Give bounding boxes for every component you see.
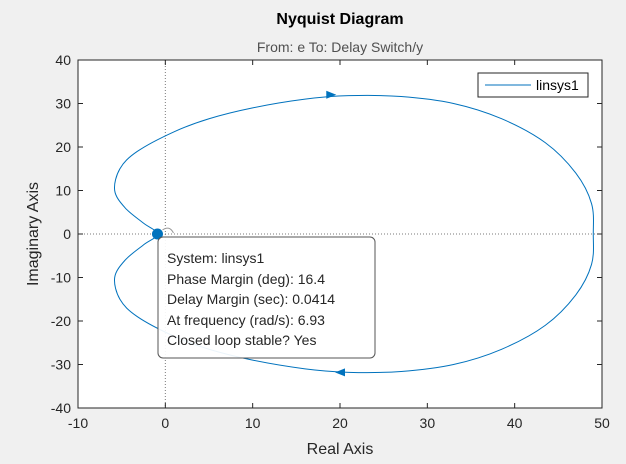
datatip-line-stability: Closed loop stable? Yes: [167, 332, 316, 348]
datatip[interactable]: System: linsys1 Phase Margin (deg): 16.4…: [157, 236, 376, 359]
datatip-line-frequency: At frequency (rad/s): 6.93: [167, 312, 325, 328]
x-tick-label: 40: [507, 415, 523, 431]
x-tick-label: 30: [420, 415, 436, 431]
datatip-line-delay-margin: Delay Margin (sec): 0.0414: [167, 291, 335, 307]
y-tick-label: 10: [55, 183, 71, 199]
y-tick-label: -20: [51, 313, 71, 329]
plot-frame: [77, 59, 603, 409]
x-tick-label: 50: [594, 415, 610, 431]
axis-tick-labels: -10 0 10 20 30 40 50 -40 -30 -20 -10 0 10 20 30 40: [51, 52, 610, 431]
x-tick-label: 0: [161, 415, 169, 431]
y-tick-label: -40: [51, 400, 71, 416]
legend[interactable]: linsys1: [477, 72, 589, 98]
chart-title: Nyquist Diagram: [276, 11, 403, 28]
y-tick-label: 40: [55, 52, 71, 68]
direction-arrow-right: [326, 90, 337, 99]
y-tick-label: -30: [51, 357, 71, 373]
datatip-box: [157, 236, 376, 359]
legend-label-linsys1: linsys1: [536, 77, 579, 93]
x-tick-label: 20: [332, 415, 348, 431]
x-axis-label: Real Axis: [307, 441, 374, 458]
datatip-line-phase-margin: Phase Margin (deg): 16.4: [167, 271, 325, 287]
x-tick-label: -10: [68, 415, 88, 431]
datatip-line-system: System: linsys1: [167, 250, 264, 266]
datatip-pointer: [162, 227, 174, 234]
origin-crosshair: [78, 60, 602, 408]
y-tick-label: 0: [63, 226, 71, 242]
direction-arrow-left: [335, 368, 345, 377]
x-tick-label: 10: [245, 415, 261, 431]
y-tick-label: -10: [51, 270, 71, 286]
y-axis-label: Imaginary Axis: [25, 182, 42, 286]
datatip-marker: [151, 228, 163, 240]
y-tick-label: 30: [55, 96, 71, 112]
y-tick-label: 20: [55, 139, 71, 155]
chart-subtitle: From: e To: Delay Switch/y: [257, 39, 423, 55]
